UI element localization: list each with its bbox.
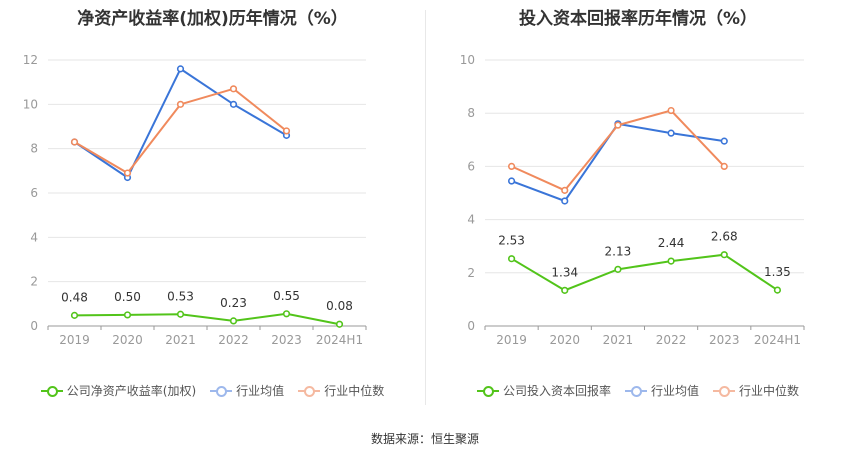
x-tick-label: 2024H1 (316, 333, 363, 347)
data-point-company (507, 255, 516, 263)
y-tick-label: 6 (467, 159, 475, 173)
data-point-company (176, 310, 185, 318)
data-point-avg (229, 100, 238, 108)
legend-item-company[interactable]: 公司净资产收益率(加权) (40, 382, 197, 399)
data-point-company (70, 311, 79, 319)
x-tick-label: 2023 (271, 333, 302, 347)
x-tick-label: 2021 (603, 333, 634, 347)
legend-item-median[interactable]: 行业中位数 (713, 382, 799, 399)
legend-avg-icon (210, 385, 233, 397)
x-tick-label: 2022 (656, 333, 687, 347)
data-point-company (561, 286, 569, 294)
data-label: 0.50 (114, 290, 141, 304)
data-point-company (773, 286, 782, 294)
y-tick-label: 2 (467, 266, 475, 280)
data-point-median (229, 85, 238, 93)
data-label: 2.68 (711, 230, 738, 244)
data-point-median (70, 138, 79, 146)
data-point-avg (561, 197, 569, 205)
data-label: 1.34 (551, 265, 578, 279)
data-point-median (561, 186, 569, 194)
legend-item-company[interactable]: 公司投入资本回报率 (476, 382, 611, 399)
x-tick-label: 2019 (59, 333, 90, 347)
x-tick-label: 2021 (165, 333, 196, 347)
legend-avg-icon (624, 385, 647, 397)
data-point-company (720, 251, 728, 259)
data-point-avg (176, 65, 185, 73)
y-tick-label: 4 (467, 213, 475, 227)
roe-chart-panel: 净资产收益率(加权)历年情况（%） 0 2 4 6 8 10 12 2019 2020 2021 2… (0, 0, 425, 410)
data-point-avg (720, 137, 728, 145)
roe-line-chart: 0 2 4 6 8 10 12 2019 2020 2021 2022 2023 2024H1 0.48 0… (23, 53, 367, 347)
data-source-note: 数据来源：恒生聚源 (370, 432, 479, 446)
x-tick-label: 2023 (709, 333, 740, 347)
y-tick-label: 6 (30, 186, 38, 200)
legend-item-avg[interactable]: 行业均值 (624, 382, 699, 399)
y-tick-label: 2 (30, 275, 38, 289)
data-label: 2.53 (498, 234, 525, 248)
series-line-company (74, 312, 340, 326)
x-tick-label: 2019 (496, 333, 527, 347)
legend-label: 行业均值 (236, 384, 285, 398)
data-point-avg (507, 177, 516, 185)
chart-legend: 公司净资产收益率(加权) 行业均值 行业中位数 (0, 382, 425, 399)
data-point-avg (667, 129, 675, 137)
y-tick-label: 10 (23, 97, 38, 111)
data-point-company (229, 317, 238, 325)
data-point-median (123, 169, 132, 177)
y-tick-label: 8 (467, 106, 475, 120)
legend-company-icon (476, 385, 499, 397)
data-point-median (614, 121, 622, 129)
panel-divider (425, 10, 426, 405)
chart-legend: 公司投入资本回报率 行业均值 行业中位数 (426, 382, 850, 399)
data-point-company (335, 320, 344, 328)
data-point-median (176, 100, 185, 108)
x-tick-label: 2020 (112, 333, 143, 347)
legend-median-icon (713, 385, 735, 397)
legend-median-icon (298, 385, 321, 397)
y-tick-label: 8 (30, 142, 38, 156)
legend-item-avg[interactable]: 行业均值 (210, 382, 284, 399)
legend-label: 行业均值 (650, 384, 699, 398)
y-tick-label: 4 (30, 230, 38, 244)
data-label: 0.55 (273, 289, 300, 303)
data-label: 2.13 (605, 244, 632, 258)
data-label: 2.44 (658, 236, 685, 250)
y-tick-label: 0 (30, 319, 38, 333)
legend-company-icon (40, 385, 63, 397)
roic-line-chart: 0 2 4 6 8 10 2019 2020 2021 2022 2023 2024H1 2.53 1.3… (460, 53, 805, 347)
roic-chart-panel: 投入资本回报率历年情况（%） 0 2 4 6 8 10 2019 2020 2021 2022 20… (426, 0, 850, 410)
series-line-company (511, 253, 778, 292)
legend-label: 公司投入资本回报率 (502, 384, 611, 398)
legend-label: 行业中位数 (739, 384, 800, 398)
data-point-company (667, 257, 675, 265)
y-tick-label: 12 (23, 53, 38, 67)
data-point-company (282, 310, 291, 318)
legend-item-median[interactable]: 行业中位数 (298, 382, 384, 399)
data-label: 1.35 (764, 265, 791, 279)
y-tick-label: 0 (467, 319, 475, 333)
chart-title: 投入资本回报率历年情况（%） (518, 9, 758, 29)
y-tick-label: 10 (460, 53, 475, 67)
data-label: 0.23 (220, 296, 247, 310)
data-point-median (507, 162, 516, 170)
data-label: 0.08 (326, 299, 353, 313)
data-point-median (667, 106, 675, 115)
data-point-median (720, 162, 728, 170)
data-label: 0.48 (61, 290, 88, 304)
chart-title: 净资产收益率(加权)历年情况（%） (77, 9, 348, 29)
x-tick-label: 2024H1 (754, 333, 801, 347)
series-line-avg (511, 122, 725, 203)
data-point-median (282, 127, 291, 135)
data-point-company (123, 311, 132, 319)
data-point-company (614, 265, 622, 273)
legend-label: 公司净资产收益率(加权) (66, 384, 197, 398)
x-tick-label: 2022 (218, 333, 249, 347)
legend-label: 行业中位数 (324, 384, 385, 398)
x-tick-label: 2020 (549, 333, 580, 347)
data-label: 0.53 (167, 289, 194, 303)
